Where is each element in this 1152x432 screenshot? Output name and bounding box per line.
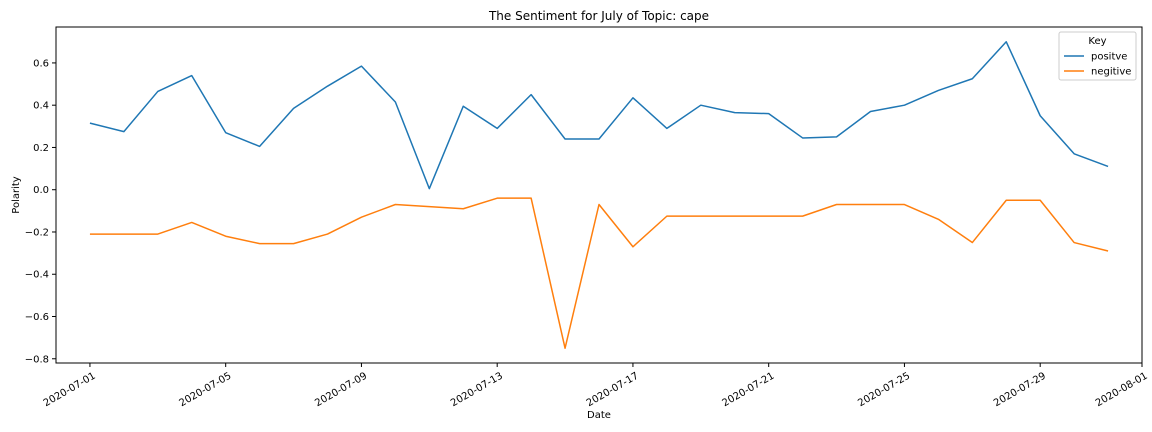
x-tick-label: 2020-07-29 [992,371,1048,410]
data-point-negitive [869,203,871,205]
data-point-negitive [835,203,837,205]
data-point-negitive [903,203,905,205]
data-point-positve [496,127,498,129]
series-line-negitive [89,197,1109,349]
legend-label-negitive: negitive [1091,67,1131,78]
x-axis-title: Date [587,410,611,421]
data-point-positve [700,104,702,106]
data-point-negitive [937,218,939,220]
y-tick-label: −0.4 [25,270,49,281]
data-point-negitive [496,197,498,199]
y-tick-label: −0.6 [25,312,49,323]
data-point-positve [903,104,905,106]
data-point-negitive [258,242,260,244]
data-point-negitive [564,347,566,349]
legend-title: Key [1088,36,1106,47]
y-tick-label: 0.2 [33,143,49,154]
x-tick-label: 2020-08-01 [1094,371,1150,410]
x-tick-label: 2020-07-01 [42,371,98,410]
data-point-positve [598,138,600,140]
data-point-positve [1073,153,1075,155]
data-point-positve [666,127,668,129]
data-point-negitive [292,242,294,244]
x-tick-label: 2020-07-17 [585,371,641,410]
x-tick-label: 2020-07-05 [178,371,234,410]
data-point-positve [869,110,871,112]
data-point-negitive [123,233,125,235]
data-point-negitive [666,215,668,217]
data-point-positve [292,107,294,109]
data-point-positve [530,93,532,95]
data-point-positve [971,78,973,80]
data-point-negitive [1073,241,1075,243]
series-line-positve [89,41,1109,190]
plot-frame [55,26,1143,364]
data-point-negitive [632,246,634,248]
data-point-positve [326,85,328,87]
data-point-positve [801,137,803,139]
data-point-positve [123,130,125,132]
chart-title: The Sentiment for July of Topic: cape [488,9,709,23]
y-axis-title: Polarity [11,176,22,214]
legend-label-positve: positve [1091,52,1127,63]
x-tick-label: 2020-07-09 [313,371,369,410]
data-point-positve [224,131,226,133]
data-point-negitive [801,215,803,217]
x-tick-label: 2020-07-21 [721,371,777,410]
data-point-positve [1107,165,1109,167]
legend: Key positve negitive [1058,31,1137,81]
data-point-positve [462,105,464,107]
data-point-negitive [1039,199,1041,201]
data-point-positve [1039,115,1041,117]
data-point-negitive [157,233,159,235]
data-point-negitive [734,215,736,217]
data-point-negitive [89,233,91,235]
data-point-positve [394,101,396,103]
data-point-negitive [462,208,464,210]
data-point-negitive [1107,250,1109,252]
y-tick-label: 0.4 [33,101,49,112]
y-tick-label: 0.6 [33,58,49,69]
data-point-negitive [1005,199,1007,201]
data-point-positve [428,187,430,189]
y-tick-label: −0.8 [25,354,49,365]
data-point-positve [360,65,362,67]
data-point-negitive [971,241,973,243]
plot-area: 0.6 0.4 0.2 0.0 −0.2 −0.4 −0.6 −0.8 2020-07-01 20… [25,26,1150,410]
data-point-positve [1005,41,1007,43]
y-tick-label: 0.0 [33,185,49,196]
data-point-positve [734,111,736,113]
data-point-negitive [530,197,532,199]
data-point-positve [564,138,566,140]
data-point-negitive [700,215,702,217]
x-tick-label: 2020-07-13 [449,371,505,410]
data-point-positve [191,74,193,76]
data-point-positve [937,89,939,91]
data-point-negitive [598,203,600,205]
data-point-negitive [326,233,328,235]
data-point-positve [632,97,634,99]
data-point-positve [157,90,159,92]
legend-box [1058,31,1137,81]
x-tick-label: 2020-07-25 [856,371,912,410]
data-point-negitive [428,205,430,207]
data-point-positve [89,122,91,124]
data-point-negitive [224,235,226,237]
data-point-negitive [767,215,769,217]
data-point-positve [258,145,260,147]
y-tick-label: −0.2 [25,227,49,238]
data-point-positve [767,112,769,114]
data-point-negitive [191,221,193,223]
data-point-negitive [394,203,396,205]
data-point-negitive [360,216,362,218]
data-point-positve [835,136,837,138]
